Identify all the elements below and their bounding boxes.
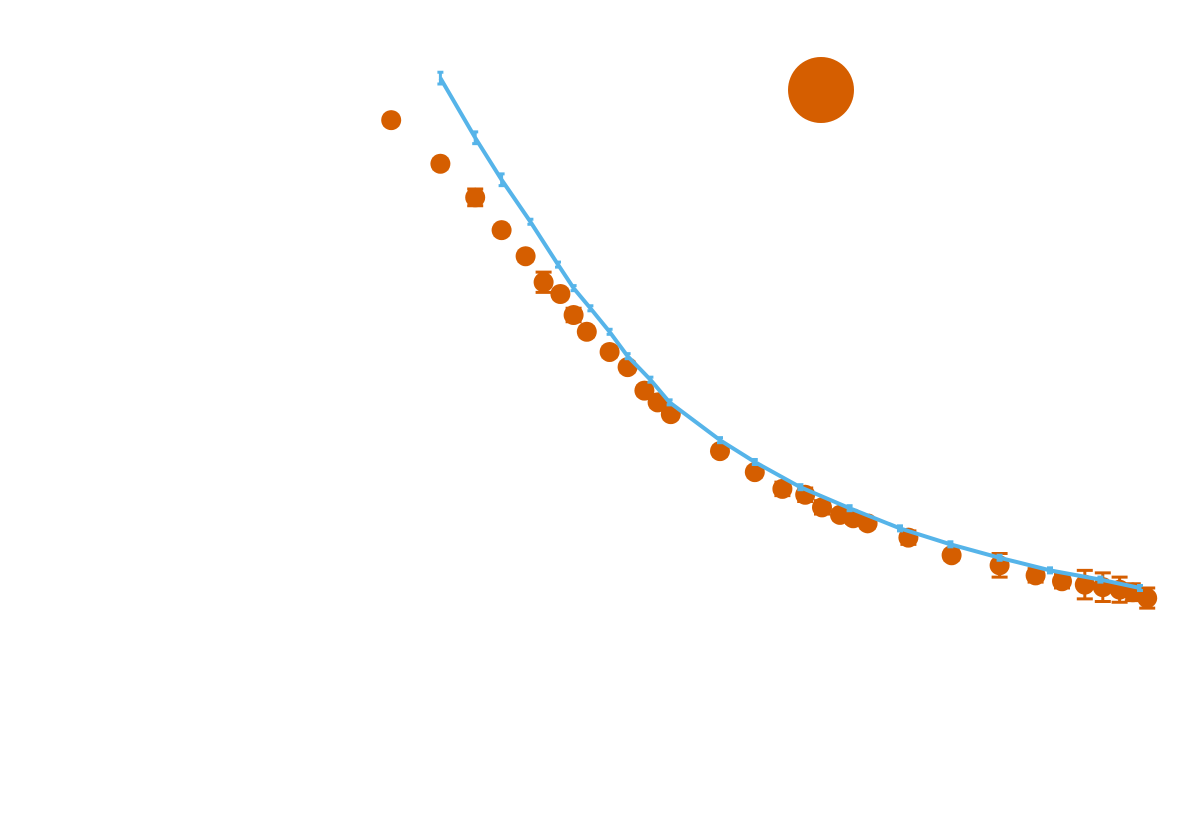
- error-bar: [1097, 575, 1104, 584]
- point: [550, 284, 571, 304]
- point: [710, 441, 730, 462]
- error-bar: [498, 172, 505, 188]
- point: [812, 497, 832, 518]
- error-bar: [1137, 583, 1143, 593]
- point: [1137, 588, 1158, 609]
- point: [563, 305, 584, 325]
- point: [599, 341, 620, 362]
- point: [491, 220, 512, 241]
- point: [744, 462, 765, 483]
- error-bar: [846, 504, 853, 513]
- error-bar: [751, 457, 758, 467]
- line: [438, 77, 1141, 590]
- error-bar: [570, 284, 577, 293]
- error-bar: [897, 524, 903, 533]
- error-bar: [606, 327, 613, 336]
- point: [1052, 571, 1072, 592]
- error-bar: [437, 70, 444, 86]
- point: [772, 478, 793, 499]
- error-bar: [555, 260, 561, 269]
- point: [430, 153, 451, 174]
- error-bar: [624, 352, 631, 361]
- error-bar: [797, 483, 804, 492]
- point: [381, 110, 402, 131]
- error-bar: [996, 553, 1003, 562]
- legend-marker: [788, 57, 854, 123]
- error-bar: [1047, 566, 1053, 575]
- point: [647, 392, 668, 413]
- error-bar: [647, 375, 654, 384]
- point: [465, 187, 486, 208]
- error-bar: [587, 304, 594, 313]
- error-bar: [717, 436, 723, 445]
- point: [941, 545, 962, 566]
- point: [634, 380, 655, 401]
- error-bar: [472, 130, 479, 146]
- point: [515, 246, 536, 267]
- error-bar: [527, 217, 534, 226]
- point: [576, 321, 597, 342]
- point: [533, 272, 554, 293]
- error-bar: [666, 398, 673, 407]
- error-bar: [947, 540, 954, 549]
- point: [1025, 565, 1046, 586]
